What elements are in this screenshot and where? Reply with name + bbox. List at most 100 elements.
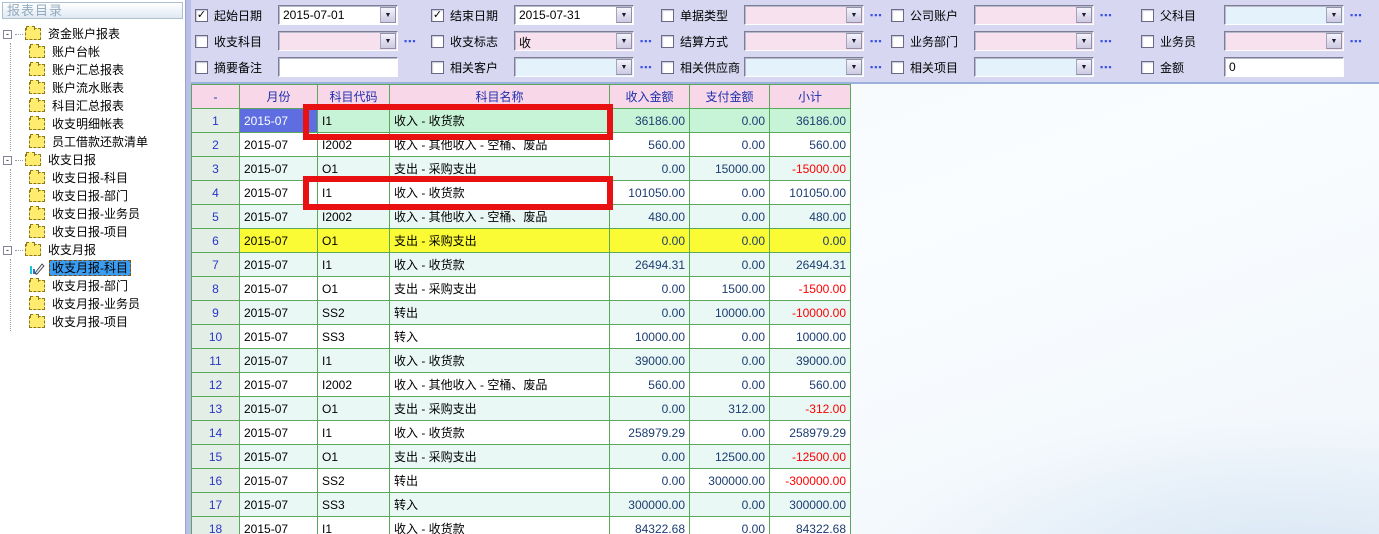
subject-code-cell[interactable]: SS2	[317, 300, 390, 325]
ellipsis-button[interactable]: ▪▪▪	[870, 10, 883, 20]
table-row[interactable]: 17 2015-07 SS3 转入 300000.00 0.00 300000.00	[191, 492, 851, 517]
column-header-月份[interactable]: 月份	[239, 84, 318, 109]
dropdown-结束日期[interactable]: 2015-07-31 ▼	[514, 5, 634, 25]
income-cell[interactable]: 0.00	[609, 396, 690, 421]
subject-name-cell[interactable]: 收入 - 收货款	[389, 420, 610, 445]
ellipsis-button[interactable]: ▪▪▪	[640, 62, 653, 72]
dropdown-arrow-icon[interactable]: ▼	[1076, 7, 1092, 23]
dropdown-arrow-icon[interactable]: ▼	[1076, 59, 1092, 75]
subtotal-cell[interactable]: 0.00	[769, 228, 851, 253]
subtotal-cell[interactable]: 39000.00	[769, 348, 851, 373]
row-number-cell[interactable]: 7	[191, 252, 240, 277]
ellipsis-button[interactable]: ▪▪▪	[870, 62, 883, 72]
month-cell[interactable]: 2015-07	[239, 228, 318, 253]
subject-name-cell[interactable]: 收入 - 收货款	[389, 516, 610, 534]
subject-name-cell[interactable]: 收入 - 收货款	[389, 348, 610, 373]
subject-name-cell[interactable]: 收入 - 其他收入 - 空桶、废品	[389, 372, 610, 397]
ellipsis-button[interactable]: ▪▪▪	[1100, 10, 1113, 20]
income-cell[interactable]: 0.00	[609, 228, 690, 253]
expense-cell[interactable]: 0.00	[689, 204, 770, 229]
table-row[interactable]: 13 2015-07 O1 支出 - 采购支出 0.00 312.00 -312.00	[191, 396, 851, 421]
subject-code-cell[interactable]: SS3	[317, 324, 390, 349]
column-header-科目代码[interactable]: 科目代码	[317, 84, 390, 109]
row-number-cell[interactable]: 2	[191, 132, 240, 157]
checkbox-业务部门[interactable]	[891, 34, 904, 48]
checkbox-公司账户[interactable]	[891, 8, 904, 22]
checkbox-金额[interactable]	[1141, 60, 1154, 74]
month-cell[interactable]: 2015-07	[239, 276, 318, 301]
table-row[interactable]: 7 2015-07 I1 收入 - 收货款 26494.31 0.00 26494.31	[191, 252, 851, 277]
tree-item-收支日报-科目[interactable]: 收支日报-科目	[29, 169, 185, 187]
checkbox-结束日期[interactable]: ✓	[431, 8, 444, 22]
expense-cell[interactable]: 0.00	[689, 180, 770, 205]
subtotal-cell[interactable]: -10000.00	[769, 300, 851, 325]
subject-name-cell[interactable]: 转出	[389, 468, 610, 493]
income-cell[interactable]: 480.00	[609, 204, 690, 229]
tree-item-收支月报-项目[interactable]: 收支月报-项目	[29, 313, 185, 331]
income-cell[interactable]: 84322.68	[609, 516, 690, 534]
expense-cell[interactable]: 300000.00	[689, 468, 770, 493]
checkbox-收支标志[interactable]	[431, 34, 444, 48]
dropdown-arrow-icon[interactable]: ▼	[846, 7, 862, 23]
row-number-cell[interactable]: 18	[191, 516, 240, 534]
subject-name-cell[interactable]: 转出	[389, 300, 610, 325]
expense-cell[interactable]: 0.00	[689, 492, 770, 517]
expense-cell[interactable]: 0.00	[689, 108, 770, 133]
subject-name-cell[interactable]: 收入 - 其他收入 - 空桶、废品	[389, 204, 610, 229]
subtotal-cell[interactable]: -15000.00	[769, 156, 851, 181]
month-cell[interactable]: 2015-07	[239, 156, 318, 181]
tree-item-账户流水账表[interactable]: 账户流水账表	[29, 79, 185, 97]
dropdown-相关供应商[interactable]: ▼	[744, 57, 864, 77]
table-row[interactable]: 3 2015-07 O1 支出 - 采购支出 0.00 15000.00 -15000.00	[191, 156, 851, 181]
subtotal-cell[interactable]: 300000.00	[769, 492, 851, 517]
month-cell[interactable]: 2015-07	[239, 180, 318, 205]
table-row[interactable]: 14 2015-07 I1 收入 - 收货款 258979.29 0.00 258979.2…	[191, 420, 851, 445]
dropdown-arrow-icon[interactable]: ▼	[380, 33, 396, 49]
dropdown-arrow-icon[interactable]: ▼	[380, 7, 396, 23]
row-number-cell[interactable]: 13	[191, 396, 240, 421]
expense-cell[interactable]: 0.00	[689, 324, 770, 349]
month-cell[interactable]: 2015-07	[239, 444, 318, 469]
income-cell[interactable]: 26494.31	[609, 252, 690, 277]
income-cell[interactable]: 0.00	[609, 468, 690, 493]
row-number-cell[interactable]: 4	[191, 180, 240, 205]
dropdown-起始日期[interactable]: 2015-07-01 ▼	[278, 5, 398, 25]
dropdown-arrow-icon[interactable]: ▼	[846, 59, 862, 75]
collapse-icon[interactable]: -	[3, 155, 12, 165]
month-cell[interactable]: 2015-07	[239, 420, 318, 445]
subject-code-cell[interactable]: SS2	[317, 468, 390, 493]
checkbox-相关项目[interactable]	[891, 60, 904, 74]
table-row[interactable]: 8 2015-07 O1 支出 - 采购支出 0.00 1500.00 -1500.00	[191, 276, 851, 301]
dropdown-arrow-icon[interactable]: ▼	[616, 59, 632, 75]
dropdown-收支科目[interactable]: ▼	[278, 31, 398, 51]
subject-name-cell[interactable]: 收入 - 收货款	[389, 108, 610, 133]
expense-cell[interactable]: 0.00	[689, 372, 770, 397]
ellipsis-button[interactable]: ▪▪▪	[404, 36, 417, 46]
dropdown-相关项目[interactable]: ▼	[974, 57, 1094, 77]
table-row[interactable]: 15 2015-07 O1 支出 - 采购支出 0.00 12500.00 -12500.0…	[191, 444, 851, 469]
table-row[interactable]: 10 2015-07 SS3 转入 10000.00 0.00 10000.00	[191, 324, 851, 349]
expense-cell[interactable]: 312.00	[689, 396, 770, 421]
row-number-cell[interactable]: 14	[191, 420, 240, 445]
expense-cell[interactable]: 0.00	[689, 228, 770, 253]
row-number-cell[interactable]: 8	[191, 276, 240, 301]
tree-item-科目汇总报表[interactable]: 科目汇总报表	[29, 97, 185, 115]
month-cell[interactable]: 2015-07	[239, 132, 318, 157]
income-cell[interactable]: 300000.00	[609, 492, 690, 517]
collapse-icon[interactable]: -	[3, 245, 12, 255]
tree-item-账户汇总报表[interactable]: 账户汇总报表	[29, 61, 185, 79]
text-input-摘要备注[interactable]	[278, 57, 398, 77]
month-cell[interactable]: 2015-07	[239, 372, 318, 397]
ellipsis-button[interactable]: ▪▪▪	[1100, 62, 1113, 72]
subject-code-cell[interactable]: O1	[317, 396, 390, 421]
expense-cell[interactable]: 1500.00	[689, 276, 770, 301]
subtotal-cell[interactable]: 26494.31	[769, 252, 851, 277]
month-cell[interactable]: 2015-07	[239, 396, 318, 421]
dropdown-公司账户[interactable]: ▼	[974, 5, 1094, 25]
income-cell[interactable]: 36186.00	[609, 108, 690, 133]
column-header-rownum[interactable]: -	[191, 84, 240, 109]
income-cell[interactable]: 0.00	[609, 276, 690, 301]
subject-code-cell[interactable]: I1	[317, 108, 390, 133]
dropdown-业务部门[interactable]: ▼	[974, 31, 1094, 51]
subject-name-cell[interactable]: 收入 - 收货款	[389, 252, 610, 277]
